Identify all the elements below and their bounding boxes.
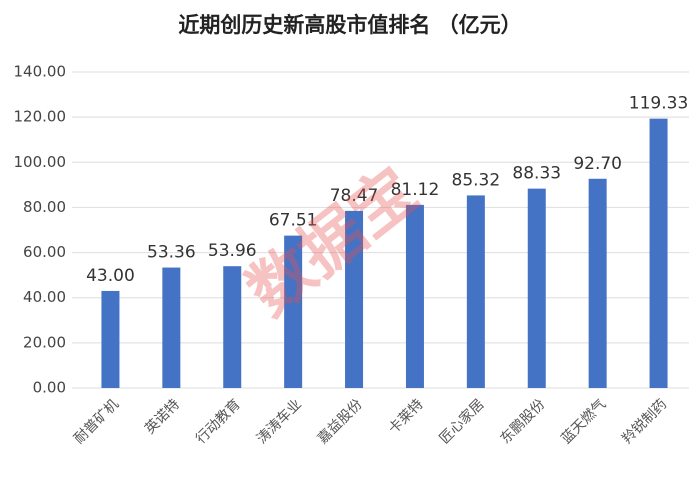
bar [284,235,303,388]
x-tick-label: 行动教育 [193,396,244,447]
bar [649,118,668,388]
y-tick-label: 140.00 [14,63,67,81]
y-tick-label: 20.00 [23,333,66,351]
bar [345,210,364,388]
y-tick-label: 40.00 [23,288,66,306]
bar [101,290,120,388]
x-tick-label: 耐普矿机 [71,396,122,447]
bar [405,204,424,388]
value-label: 81.12 [391,180,440,200]
value-label: 67.51 [269,211,318,231]
bar [527,188,546,388]
value-label: 92.70 [573,154,622,174]
x-tick-label: 东鹏股份 [497,396,548,447]
x-tick-label: 羚锐制药 [619,396,670,447]
watermark: 数据宝 [234,154,431,331]
chart-title: 近期创历史新高股市值排名 （亿元） [178,13,521,37]
y-tick-label: 0.00 [33,379,66,397]
value-label: 85.32 [452,170,501,190]
x-tick-label: 匠心家居 [436,396,488,448]
value-label: 43.00 [86,266,135,286]
bar [466,195,485,388]
y-tick-label: 120.00 [14,108,67,126]
y-tick-label: 100.00 [14,153,67,171]
bar [588,178,607,388]
value-label: 78.47 [330,186,379,206]
y-tick-label: 60.00 [23,243,66,261]
bar [162,267,181,388]
x-tick-label: 蓝天燃气 [558,396,610,448]
value-label: 53.36 [147,243,196,263]
value-label: 88.33 [512,164,561,184]
y-tick-label: 80.00 [23,198,66,216]
value-label: 53.96 [208,241,257,261]
x-tick-label: 英诺特 [141,396,183,438]
value-label: 119.33 [629,94,688,114]
x-tick-label: 卡莱特 [386,396,427,437]
x-tick-label: 嘉益股份 [315,396,366,447]
x-tick-label: 涛涛车业 [253,396,305,448]
bar [223,266,242,388]
